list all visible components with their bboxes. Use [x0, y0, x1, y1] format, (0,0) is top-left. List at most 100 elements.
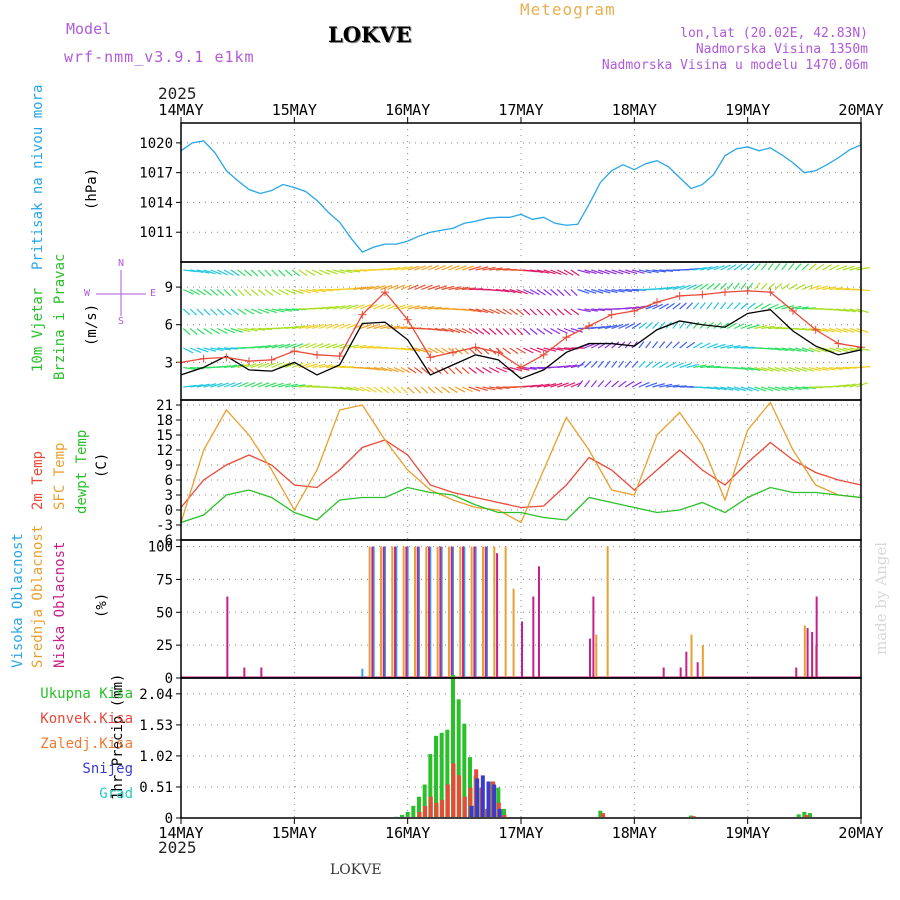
wind-arrow	[829, 264, 840, 271]
precip-snow-bar	[497, 808, 502, 817]
wind-arrow	[427, 306, 442, 310]
wind-arrow	[617, 360, 625, 368]
wind-arrow	[645, 269, 659, 274]
wind-arrow	[747, 302, 756, 310]
pressure-line	[180, 140, 862, 253]
wind-arrow	[319, 269, 331, 276]
wind-tick-label: 9	[165, 280, 173, 296]
wind-arrow	[788, 366, 801, 372]
wind-arrow	[468, 386, 481, 392]
cloud-low-bar	[532, 596, 535, 677]
wind-arrow	[332, 343, 345, 349]
wind-arrow	[652, 269, 667, 273]
wind-arrow	[448, 327, 461, 334]
wind-arrow	[516, 347, 526, 354]
cloud-mid-bar	[803, 625, 806, 677]
wind-arrow	[781, 386, 795, 391]
wind-arrow	[393, 386, 402, 394]
cloud-high-bar	[384, 546, 386, 677]
wind-arrow	[366, 324, 379, 330]
wind-arrow	[584, 308, 598, 312]
wind-arrow	[495, 288, 510, 293]
wind-arrow	[482, 386, 496, 391]
wind-arrow	[489, 308, 500, 315]
wind-arrow	[495, 366, 508, 373]
wind-arrow	[699, 386, 714, 390]
wind-arrow	[264, 308, 278, 314]
wind-arrow	[584, 269, 597, 275]
wind-arrow	[298, 342, 310, 349]
cloud-low-bar	[589, 638, 591, 677]
wind-arrow	[523, 384, 537, 388]
wind-arrow	[339, 304, 352, 310]
wind-arrow	[645, 321, 654, 329]
wind-arrow	[815, 263, 825, 271]
wind-arrow	[482, 366, 492, 374]
wind-arrow	[570, 308, 580, 316]
wind-arrow	[699, 342, 711, 349]
temp-tick-label: 18	[156, 413, 173, 429]
wind-arrow	[767, 366, 781, 372]
temp-tick-label: 3	[165, 488, 173, 504]
wind-arrow	[591, 325, 605, 330]
wind-arrow	[414, 347, 427, 353]
wind-arrow	[577, 380, 584, 388]
temp-dewpt-line	[180, 486, 862, 524]
wind-arrow	[495, 308, 506, 315]
wind-arrow	[815, 366, 829, 372]
wind-arrow	[332, 269, 346, 274]
wind-arrow	[251, 327, 265, 331]
wind-arrow	[373, 324, 387, 330]
wind-arrow	[536, 347, 549, 353]
wind-arrow	[223, 364, 238, 369]
precip-convective-bar	[445, 784, 450, 817]
wind-arrow	[774, 283, 783, 290]
wind-arrow	[332, 386, 347, 390]
wind-arrow	[319, 343, 331, 349]
wind-arrow	[373, 366, 387, 372]
wind-arrow	[570, 289, 578, 297]
wind-arrow	[461, 367, 470, 375]
wind-arrow	[488, 366, 500, 374]
wind-arrow	[285, 288, 297, 295]
x-label-top: 14MAY	[158, 101, 203, 119]
wind-arrow	[346, 323, 358, 330]
wind-arrow	[189, 347, 202, 354]
wind-arrow	[305, 363, 318, 369]
model-label: Model	[66, 20, 112, 38]
cloud-low-bar	[416, 546, 419, 677]
wind-arrow	[794, 263, 802, 271]
cloud-mid-bar	[701, 645, 704, 677]
wind-arrow	[387, 284, 399, 291]
wind-arrow	[386, 386, 396, 394]
wind-arrow	[556, 308, 565, 316]
wind-arrow	[495, 328, 504, 336]
wind-arrow	[482, 308, 494, 314]
cloud-mid-bar	[606, 546, 609, 677]
cloud-high-bar	[429, 546, 432, 677]
wind-arrow	[523, 366, 537, 370]
wind-arrow	[631, 322, 642, 330]
wind-arrow	[203, 347, 217, 352]
wind-arrow	[618, 380, 627, 388]
wind-arrow	[686, 302, 694, 310]
wind-arrow	[475, 308, 488, 314]
precip-snow-bar	[469, 805, 474, 817]
wind-arrow	[353, 344, 367, 349]
wind-arrow	[706, 265, 719, 271]
wind-arrow	[312, 342, 324, 349]
wind-arrow	[679, 284, 691, 291]
wind-arrow	[672, 362, 684, 369]
wind-arrow	[631, 341, 638, 349]
wind-arrow	[475, 367, 485, 374]
wind-arrow	[455, 286, 469, 291]
precip-total-bar	[451, 674, 455, 817]
wind-arrow	[461, 308, 476, 312]
wind-arrow	[856, 327, 869, 333]
wind-arrow	[726, 264, 737, 271]
wind-arrow	[346, 386, 359, 392]
wind-arrow	[611, 323, 624, 330]
wind-arrow	[434, 285, 447, 291]
wind-arrow	[638, 341, 645, 349]
